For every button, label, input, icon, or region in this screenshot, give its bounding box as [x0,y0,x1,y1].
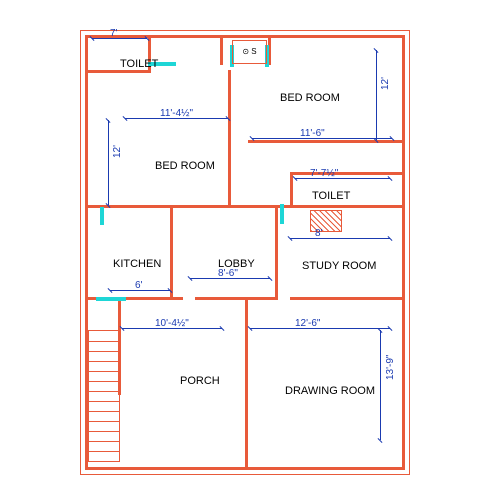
dim-12v-1-text: 12' [380,77,391,90]
wall-seg-10 [248,140,403,143]
dim-7-7-text: 7'-7½" [310,168,338,179]
stair-step [89,351,119,352]
dim-10-4-text: 10'-4½" [155,318,189,329]
compass: ⊙ S [232,40,267,64]
wall-seg-17 [290,297,403,300]
stair-step [89,451,119,452]
stair-step [89,421,119,422]
wall-seg-11 [290,172,403,175]
wall-seg-2 [402,35,405,470]
room-label-porch: PORCH [180,375,220,387]
room-label-toilet-1: TOILET [120,58,158,70]
stair-step [89,361,119,362]
dim-11-4-text: 11'-4½" [160,108,193,119]
wall-seg-16 [195,297,278,300]
room-label-bed-room-1: BED ROOM [280,92,340,104]
wall-seg-14 [275,208,278,300]
room-label-drawing-room: DRAWING ROOM [285,385,375,397]
dim-13-9-line [380,330,381,440]
wall-seg-3 [85,467,405,470]
dim-11-6-text: 11'-6" [300,128,325,139]
wall-seg-9 [88,205,403,208]
wall-seg-8 [228,70,231,205]
dim-12v-2-line [108,120,109,205]
wall-seg-5 [85,70,151,73]
stair-step [89,441,119,442]
dim-8ft-text: 8' [315,228,322,239]
accent-5 [280,204,284,224]
dim-8-6-text: 8'-6" [218,268,238,279]
room-label-kitchen: KITCHEN [113,258,161,270]
dim-12v-2-text: 12' [112,145,123,158]
room-label-study-room: STUDY ROOM [302,260,376,272]
dim-12-6-text: 12'-6" [295,318,320,329]
wall-seg-6 [220,35,223,65]
dim-12v-1-line [376,50,377,140]
accent-4 [96,297,126,301]
stairs [88,330,120,462]
stair-step [89,401,119,402]
stair-step [89,371,119,372]
stair-step [89,381,119,382]
room-label-bed-room-2: BED ROOM [155,160,215,172]
dim-13-9-text: 13'-9" [385,355,396,380]
wall-seg-13 [170,208,173,300]
stair-step [89,391,119,392]
floorplan-canvas: ⊙ S TOILETBED ROOMBED ROOMTOILETKITCHENL… [0,0,500,500]
dim-7ft-line [92,38,147,39]
stair-step [89,341,119,342]
dim-8ft-line [290,238,390,239]
dim-7ft-text: 7' [110,28,117,39]
room-label-toilet-2: TOILET [312,190,350,202]
stair-step [89,411,119,412]
accent-3 [100,207,104,225]
dim-6ft-text: 6' [135,280,142,291]
stair-step [89,431,119,432]
